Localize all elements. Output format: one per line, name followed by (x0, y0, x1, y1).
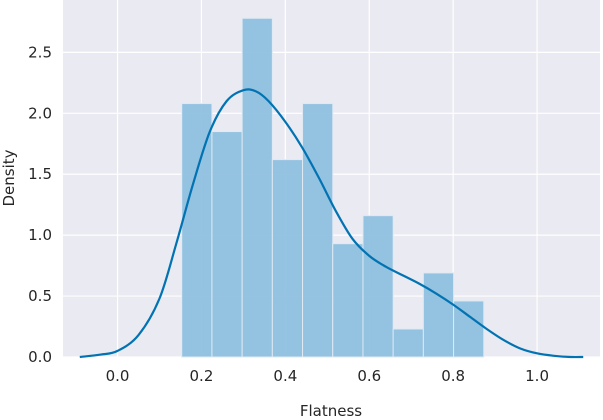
histogram-bar (392, 328, 424, 358)
histogram-bar (271, 159, 304, 358)
x-tick-label: 1.0 (525, 367, 549, 385)
x-tick-label: 0.4 (273, 367, 297, 385)
y-tick-label: 2.5 (28, 43, 52, 61)
x-tick-label: 0.2 (190, 367, 214, 385)
y-tick-label: 0.0 (28, 348, 52, 366)
x-axis-ticks: 0.0 0.2 0.4 0.6 0.8 1.0 (106, 367, 549, 385)
histogram-bar (453, 300, 485, 358)
histogram-bar (302, 103, 334, 358)
y-tick-label: 0.5 (28, 287, 52, 305)
y-axis-label: Density (0, 149, 18, 206)
histogram-bar (362, 215, 394, 358)
x-axis-label: Flatness (300, 402, 362, 420)
histogram-bar (332, 243, 364, 358)
kde-density-line (79, 88, 584, 359)
histogram-bar (241, 17, 273, 358)
y-tick-label: 1.0 (28, 226, 52, 244)
histogram-bar (211, 131, 243, 358)
histogram-bars (181, 17, 485, 358)
y-tick-label: 1.5 (28, 165, 52, 183)
x-tick-label: 0.0 (106, 367, 130, 385)
x-tick-label: 0.6 (357, 367, 381, 385)
y-axis-ticks: 0.0 0.5 1.0 1.5 2.0 2.5 (28, 43, 52, 366)
histogram-bar (422, 272, 455, 358)
x-tick-label: 0.8 (441, 367, 465, 385)
histogram-bar (181, 103, 213, 358)
y-tick-label: 2.0 (28, 104, 52, 122)
